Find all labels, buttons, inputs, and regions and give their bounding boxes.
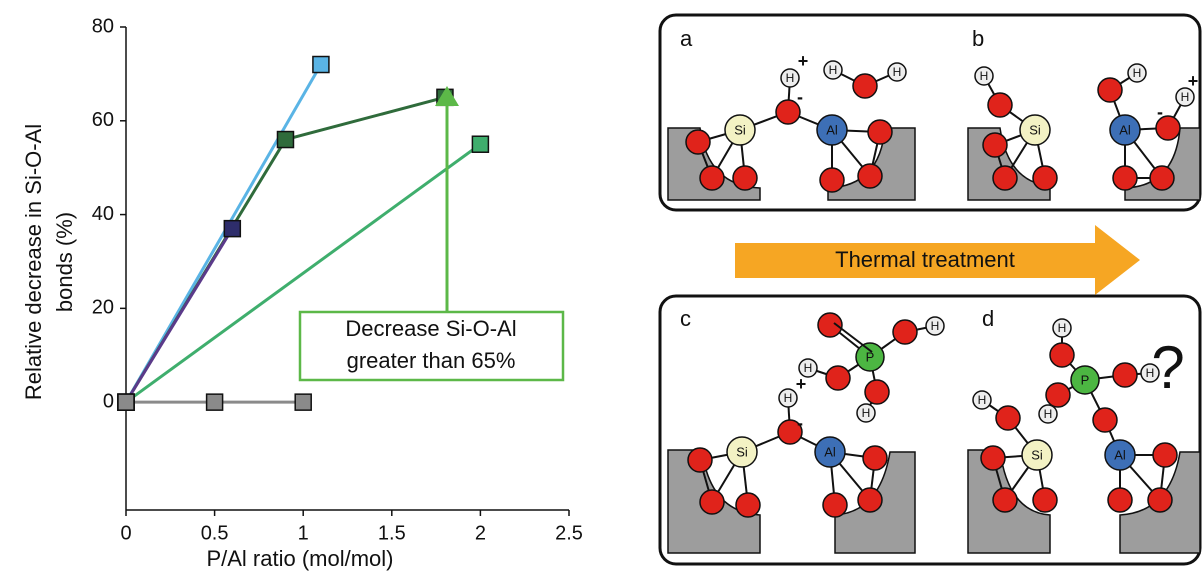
y-axis-label: Relative decrease in Si-O-Al xyxy=(21,124,46,400)
x-tick-label: 0 xyxy=(120,522,131,544)
atom-label: H xyxy=(829,63,838,77)
atom xyxy=(863,446,887,470)
atom xyxy=(865,380,889,404)
figure: P/Al ratio (mol/mol) Relative decrease i… xyxy=(0,0,1203,573)
atom-label: H xyxy=(1181,90,1190,104)
atom-label: H xyxy=(1058,321,1067,335)
atom-label: Al xyxy=(1119,122,1131,137)
atom xyxy=(893,320,917,344)
page: {"chart_data": {"type": "line", "xlabel"… xyxy=(0,0,1203,573)
bond xyxy=(834,323,872,352)
atom xyxy=(820,168,844,192)
atom xyxy=(1033,488,1057,512)
charge: - xyxy=(797,413,803,433)
atom xyxy=(1148,488,1172,512)
atom xyxy=(700,166,724,190)
series-line xyxy=(126,229,232,403)
charge: - xyxy=(1157,102,1163,122)
atom-label: Si xyxy=(1029,122,1041,137)
atom xyxy=(733,166,757,190)
atom-label: H xyxy=(784,391,793,405)
charge: - xyxy=(797,87,803,107)
atom xyxy=(1033,166,1057,190)
atom xyxy=(818,313,842,337)
y-tick-label: 40 xyxy=(92,203,114,225)
x-tick-label: 2 xyxy=(475,522,486,544)
panel-label: c xyxy=(680,306,691,331)
atom-label: H xyxy=(978,393,987,407)
atom xyxy=(1050,343,1074,367)
atom-label: H xyxy=(980,69,989,83)
atom-label: H xyxy=(862,406,871,420)
atom-label: H xyxy=(1044,407,1053,421)
atom xyxy=(981,446,1005,470)
x-axis-label: P/Al ratio (mol/mol) xyxy=(206,546,393,571)
data-point xyxy=(277,132,293,148)
y-tick-label: 80 xyxy=(92,15,114,37)
atom xyxy=(996,406,1020,430)
atom xyxy=(988,93,1012,117)
atom xyxy=(686,130,710,154)
atom xyxy=(736,493,760,517)
y-tick-label: 20 xyxy=(92,297,114,319)
atom xyxy=(858,488,882,512)
atom-label: H xyxy=(931,319,940,333)
atom xyxy=(1113,166,1137,190)
panel-label: b xyxy=(972,26,984,51)
atom xyxy=(1113,363,1137,387)
x-tick-label: 2.5 xyxy=(555,522,583,544)
atom-label: Al xyxy=(826,122,838,137)
data-point xyxy=(313,57,329,73)
atom xyxy=(700,490,724,514)
atom xyxy=(1098,78,1122,102)
atom-label: H xyxy=(1133,66,1142,80)
arrow-label: Thermal treatment xyxy=(835,247,1015,272)
x-tick-label: 1.5 xyxy=(378,522,406,544)
atom-label: H xyxy=(893,65,902,79)
data-point xyxy=(207,394,223,410)
atom xyxy=(858,164,882,188)
panel-label: a xyxy=(680,26,693,51)
y-tick-label: 0 xyxy=(103,390,114,412)
atom xyxy=(853,74,877,98)
atom-label: Si xyxy=(734,122,746,137)
atom-label: H xyxy=(786,71,795,85)
atom-label: H xyxy=(1146,366,1155,380)
atom xyxy=(823,493,847,517)
atom xyxy=(1093,408,1117,432)
atom xyxy=(993,488,1017,512)
y-axis-label: bonds (%) xyxy=(52,212,77,312)
atom xyxy=(1108,488,1132,512)
annotation: Decrease Si-O-Al xyxy=(345,316,516,341)
atom-label: Al xyxy=(824,444,836,459)
panel-label: d xyxy=(982,306,994,331)
charge: + xyxy=(1188,71,1199,91)
x-tick-label: 1 xyxy=(298,522,309,544)
data-point xyxy=(472,136,488,152)
data-point xyxy=(118,394,134,410)
annotation: greater than 65% xyxy=(347,348,516,373)
y-tick-label: 60 xyxy=(92,109,114,131)
atom-label: H xyxy=(804,361,813,375)
atom xyxy=(826,366,850,390)
chart: P/Al ratio (mol/mol) Relative decrease i… xyxy=(21,15,583,571)
atom-label: Si xyxy=(1031,447,1043,462)
x-tick-label: 0.5 xyxy=(201,522,229,544)
atom xyxy=(1150,166,1174,190)
atom xyxy=(993,166,1017,190)
charge: + xyxy=(798,51,809,71)
atom-label: P xyxy=(1081,372,1090,387)
atom xyxy=(1046,383,1070,407)
atom xyxy=(983,133,1007,157)
atom xyxy=(688,448,712,472)
data-point xyxy=(224,221,240,237)
atom xyxy=(868,120,892,144)
atom xyxy=(1153,443,1177,467)
data-point xyxy=(295,394,311,410)
atom-label: Si xyxy=(736,444,748,459)
atom-label: Al xyxy=(1114,447,1126,462)
